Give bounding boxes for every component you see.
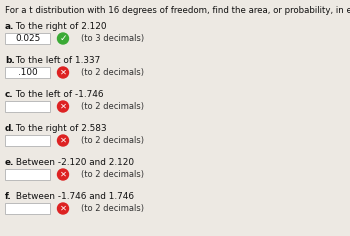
- Text: To the right of 2.583: To the right of 2.583: [13, 124, 107, 133]
- FancyBboxPatch shape: [5, 169, 50, 180]
- Text: (to 2 decimals): (to 2 decimals): [81, 170, 144, 179]
- Text: d.: d.: [5, 124, 15, 133]
- Text: a.: a.: [5, 22, 14, 31]
- Circle shape: [57, 135, 69, 146]
- Text: Between -1.746 and 1.746: Between -1.746 and 1.746: [13, 192, 134, 201]
- Text: ✕: ✕: [60, 204, 66, 213]
- Text: ✓: ✓: [59, 34, 67, 43]
- Text: ✕: ✕: [60, 68, 66, 77]
- Text: c.: c.: [5, 90, 14, 99]
- Text: To the right of 2.120: To the right of 2.120: [13, 22, 106, 31]
- FancyBboxPatch shape: [5, 135, 50, 146]
- Circle shape: [57, 33, 69, 44]
- Text: (to 2 decimals): (to 2 decimals): [81, 68, 144, 77]
- Text: f.: f.: [5, 192, 12, 201]
- Circle shape: [57, 67, 69, 78]
- Text: (to 2 decimals): (to 2 decimals): [81, 102, 144, 111]
- Text: .100: .100: [18, 68, 37, 77]
- FancyBboxPatch shape: [5, 33, 50, 44]
- Text: (to 2 decimals): (to 2 decimals): [81, 204, 144, 213]
- Text: e.: e.: [5, 158, 14, 167]
- FancyBboxPatch shape: [5, 67, 50, 78]
- Circle shape: [57, 169, 69, 180]
- Text: ✕: ✕: [60, 170, 66, 179]
- Circle shape: [57, 101, 69, 112]
- Text: (to 3 decimals): (to 3 decimals): [81, 34, 144, 43]
- Text: To the left of 1.337: To the left of 1.337: [13, 56, 100, 65]
- Text: ✕: ✕: [60, 102, 66, 111]
- FancyBboxPatch shape: [5, 101, 50, 112]
- Text: 0.025: 0.025: [15, 34, 40, 43]
- Text: Between -2.120 and 2.120: Between -2.120 and 2.120: [13, 158, 134, 167]
- Text: For a t distribution with 16 degrees of freedom, find the area, or probability, : For a t distribution with 16 degrees of …: [5, 6, 350, 15]
- Text: b.: b.: [5, 56, 15, 65]
- Text: ✕: ✕: [60, 136, 66, 145]
- Circle shape: [57, 203, 69, 214]
- Text: (to 2 decimals): (to 2 decimals): [81, 136, 144, 145]
- Text: To the left of -1.746: To the left of -1.746: [13, 90, 104, 99]
- FancyBboxPatch shape: [5, 203, 50, 214]
